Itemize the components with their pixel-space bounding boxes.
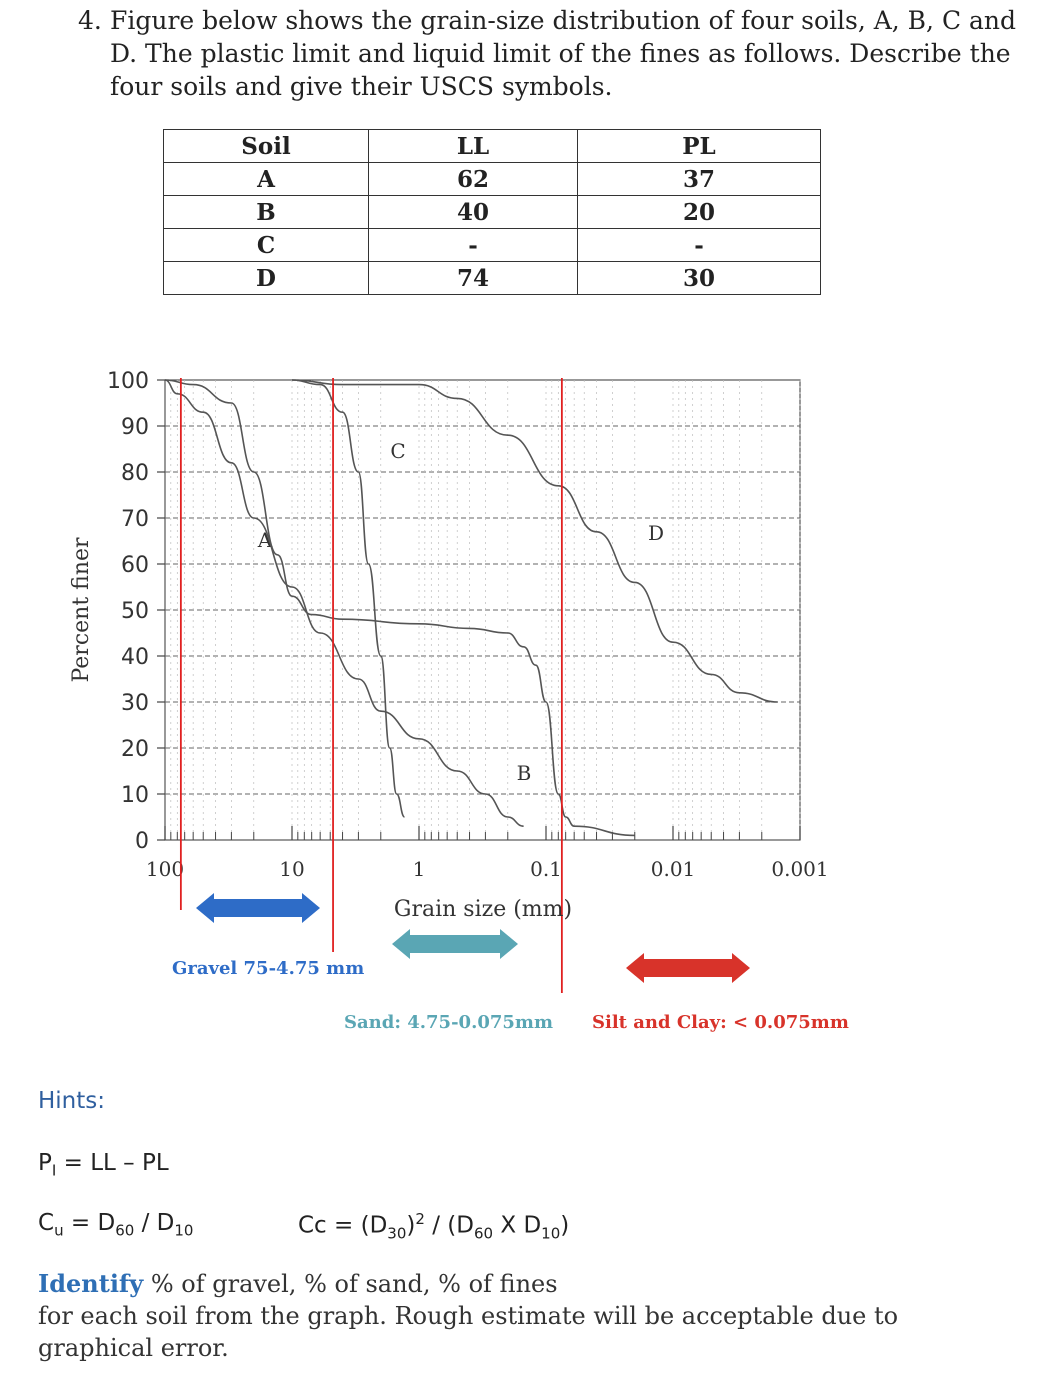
question: 4. Figure below shows the grain-size dis… xyxy=(78,4,1018,103)
y-tick-label: 40 xyxy=(121,645,149,670)
y-tick-label: 50 xyxy=(121,599,149,624)
cc-formula: Cc = (D30)2 / (D60 X D10) xyxy=(298,1210,570,1243)
cu-sub: u xyxy=(54,1221,64,1240)
x-tick-label: 0.01 xyxy=(651,857,696,881)
sand-range-label: Sand: 4.75-0.075mm xyxy=(344,1012,554,1033)
table-row: D 74 30 xyxy=(163,261,821,295)
table-cell: B xyxy=(163,195,369,229)
instruction-text: % of gravel, % of sand, % of fines xyxy=(143,1270,558,1298)
cc-end: ) xyxy=(560,1212,570,1239)
grain-size-chart: 0 10 20 30 40 50 60 70 80 90 100 100 10 1 0.1 0.01 0.001… xyxy=(69,369,829,993)
x-tick-label: 100 xyxy=(146,857,184,881)
curve-label-c: C xyxy=(390,439,405,463)
sand-range-arrow xyxy=(392,929,518,959)
curve-label-b: B xyxy=(517,761,532,785)
curve-a xyxy=(164,379,635,837)
pi-rhs: = LL – PL xyxy=(63,1150,169,1176)
table-cell: 74 xyxy=(368,261,578,295)
question-number: 4. xyxy=(78,6,102,35)
gravel-range-arrow xyxy=(196,893,320,923)
cu-lhs: C xyxy=(38,1210,55,1236)
question-text: Figure below shows the grain-size distri… xyxy=(110,6,1017,101)
table-cell: - xyxy=(577,228,821,262)
table-cell: C xyxy=(163,228,369,262)
table-cell: 20 xyxy=(577,195,821,229)
pi-formula: PI = LL – PL xyxy=(38,1150,169,1180)
chart-grid: 0 10 20 30 40 50 60 70 80 90 100 100 10 1 0.1 0.01 0.001 xyxy=(107,369,829,881)
instruction: Identify % of gravel, % of sand, % of fi… xyxy=(38,1268,1018,1364)
gravel-range-label: Gravel 75-4.75 mm xyxy=(172,958,365,979)
instruction-line2: for each soil from the graph. Rough esti… xyxy=(38,1302,899,1362)
x-tick-label: 10 xyxy=(279,857,304,881)
limits-table: Soil LL PL A 62 37 B 40 20 C - - D 74 30 xyxy=(163,129,821,295)
cu-sub60: 60 xyxy=(115,1221,135,1240)
x-tick-label: 0.001 xyxy=(771,857,828,881)
y-tick-label: 30 xyxy=(121,691,149,716)
y-tick-label: 60 xyxy=(121,553,149,578)
y-tick-label: 0 xyxy=(135,829,149,854)
cc-x: X D xyxy=(493,1212,542,1239)
instruction-keyword: Identify xyxy=(38,1269,144,1298)
table-header: Soil xyxy=(163,129,369,163)
chart-curves: A B C D xyxy=(164,379,778,837)
reference-lines xyxy=(179,378,563,993)
fines-range-arrow xyxy=(626,953,750,983)
cc-sub10: 10 xyxy=(541,1224,561,1243)
cu-sub10: 10 xyxy=(174,1221,194,1240)
y-axis-label: Percent finer xyxy=(69,537,94,683)
x-tick-label: 1 xyxy=(413,857,426,881)
chart-labels: Grain size (mm) Percent finer xyxy=(69,537,572,922)
table-header: LL xyxy=(368,129,578,163)
x-tick-label: 0.1 xyxy=(530,857,562,881)
x-axis-label: Grain size (mm) xyxy=(394,897,572,922)
cc-sub60: 60 xyxy=(473,1224,494,1243)
y-tick-label: 80 xyxy=(121,461,149,486)
fines-range-label: Silt and Clay: < 0.075mm xyxy=(592,1012,849,1033)
table-cell: 40 xyxy=(368,195,578,229)
y-tick-label: 90 xyxy=(121,415,149,440)
cc-sup: 2 xyxy=(415,1210,425,1228)
cu-formula: Cu = D60 / D10 xyxy=(38,1210,193,1240)
table-header: PL xyxy=(577,129,821,163)
table-cell: - xyxy=(368,228,578,262)
cu-div: / D xyxy=(134,1210,175,1236)
cu-mid: = D xyxy=(70,1210,116,1236)
pi-sub: I xyxy=(51,1161,57,1180)
y-tick-label: 70 xyxy=(121,507,149,532)
curve-label-d: D xyxy=(648,521,664,545)
table-row: B 40 20 xyxy=(163,195,821,229)
table-cell: D xyxy=(163,261,369,295)
table-cell: A xyxy=(163,162,369,196)
y-tick-label: 10 xyxy=(121,783,149,808)
table-cell: 30 xyxy=(577,261,821,295)
hints-label: Hints: xyxy=(38,1088,106,1114)
y-tick-label: 100 xyxy=(107,369,149,394)
pi-lhs: P xyxy=(38,1150,52,1176)
curve-d xyxy=(291,379,778,703)
table-row: A 62 37 xyxy=(163,162,821,196)
table-cell: 62 xyxy=(368,162,578,196)
cc-mid: / (D xyxy=(424,1212,474,1239)
range-arrows xyxy=(196,893,750,983)
table-row: C - - xyxy=(163,228,821,262)
y-tick-label: 20 xyxy=(121,737,149,762)
table-cell: 37 xyxy=(577,162,821,196)
curve-label-a: A xyxy=(257,528,273,552)
curve-c xyxy=(291,379,406,818)
cc-lhs: Cc = (D xyxy=(298,1212,388,1239)
table-header-row: Soil LL PL xyxy=(163,129,821,163)
cc-sub30: 30 xyxy=(387,1224,407,1243)
